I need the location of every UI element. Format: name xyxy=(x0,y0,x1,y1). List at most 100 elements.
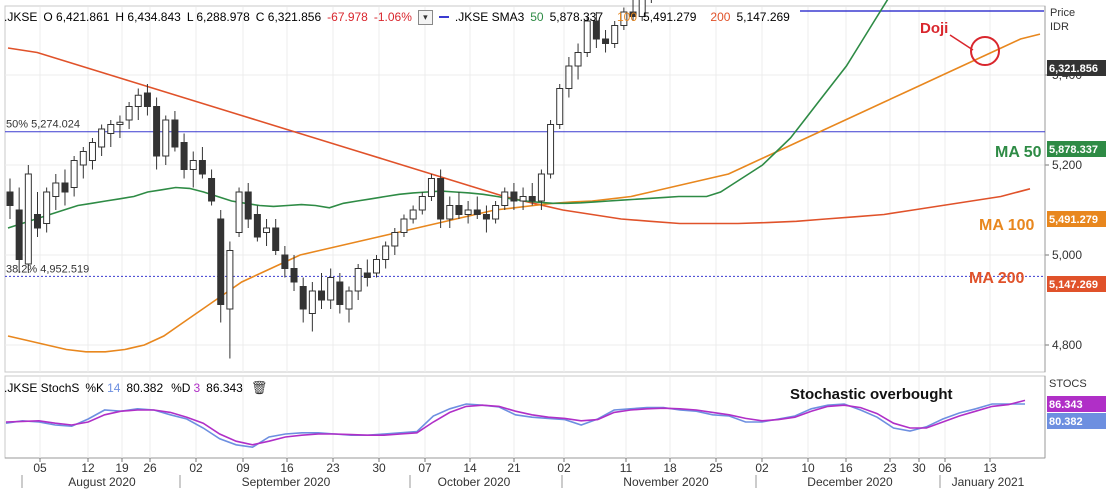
stoch-d-badge: 86.343 xyxy=(1049,399,1083,411)
candle-body xyxy=(427,178,435,197)
x-tick-label: 12 xyxy=(81,461,95,475)
month-label: November 2020 xyxy=(623,475,709,489)
candle-body xyxy=(363,272,371,278)
candle-body xyxy=(171,119,179,148)
candle-body xyxy=(79,151,87,166)
stoch-annotation: Stochastic overbought xyxy=(790,386,953,403)
ma100-badge: 5,491.279 xyxy=(1049,214,1098,226)
stoch-k-badge: 80.382 xyxy=(1049,416,1083,428)
stoch-d-badge-bg xyxy=(1047,396,1106,412)
x-tick-label: 23 xyxy=(326,461,340,475)
high-value: H 6,434.843 xyxy=(115,10,181,24)
stoch-d-value: 86.343 xyxy=(206,381,243,395)
candle-body xyxy=(217,218,225,305)
candle-body xyxy=(24,173,32,265)
candle-body xyxy=(391,232,399,247)
stoch-k-value: 80.382 xyxy=(126,381,164,395)
close-value: C 6,321.856 xyxy=(255,10,322,24)
ma50-badge-bg xyxy=(1047,141,1106,157)
ma200-badge-bg xyxy=(1047,276,1106,292)
sma50-period: 50 xyxy=(530,10,544,24)
x-tick-label: 26 xyxy=(143,461,157,475)
doji-annotation: Doji xyxy=(920,20,948,37)
close-price-badge: 6,321.856 xyxy=(1049,63,1098,75)
candle-body xyxy=(244,191,252,220)
candle-body xyxy=(61,182,69,193)
price-axis-unit: IDR xyxy=(1050,21,1069,33)
candle-body xyxy=(638,0,646,17)
sma200-value: 5,147.269 xyxy=(736,10,790,24)
stoch-k-label: %K xyxy=(85,381,105,395)
month-label: December 2020 xyxy=(807,475,893,489)
candle-body xyxy=(565,65,573,89)
candle-body xyxy=(446,205,454,220)
ma100-annotation: MA 100 xyxy=(979,217,1035,234)
candle-body xyxy=(272,227,280,251)
candle-body xyxy=(327,277,335,301)
candle-body xyxy=(409,209,417,220)
candle-body xyxy=(281,254,289,269)
candle-body xyxy=(189,160,197,170)
candle-body xyxy=(235,191,243,233)
candle-body xyxy=(226,250,234,310)
change-pct-value: -1.06% xyxy=(373,10,412,24)
trash-icon[interactable]: 🗑 xyxy=(250,380,268,395)
candle-body xyxy=(116,121,124,125)
candle-body xyxy=(501,191,509,206)
candle-body xyxy=(198,160,206,175)
x-tick-label: 30 xyxy=(912,461,926,475)
candle-body xyxy=(464,209,472,215)
candle-body xyxy=(153,106,161,157)
x-tick-label: 02 xyxy=(557,461,571,475)
x-tick-label: 02 xyxy=(755,461,769,475)
ma200-annotation: MA 200 xyxy=(969,270,1025,287)
price-header: .JKSE O 6,421.861 H 6,434.843 L 6,288.97… xyxy=(4,6,796,28)
y-tick-label: 5,200 xyxy=(1052,158,1082,172)
candle-body xyxy=(492,205,500,220)
month-label: August 2020 xyxy=(68,475,136,489)
candle-body xyxy=(208,178,216,202)
candle-body xyxy=(556,88,564,125)
stoch-k-badge-bg xyxy=(1047,413,1106,429)
x-tick-label: 25 xyxy=(709,461,723,475)
candle-body xyxy=(400,218,408,233)
candle-body xyxy=(125,106,133,121)
stoch-axis-title: STOCS xyxy=(1049,378,1087,390)
candle-body xyxy=(382,245,390,260)
x-tick-label: 19 xyxy=(115,461,129,475)
candle-body xyxy=(52,182,60,197)
x-tick-label: 18 xyxy=(663,461,677,475)
ma100-line xyxy=(7,33,1041,353)
ma200-badge: 5,147.269 xyxy=(1049,279,1098,291)
price-axis-title: Price xyxy=(1050,7,1075,19)
sma-label: .JKSE SMA3 xyxy=(454,10,525,24)
stoch-k-line xyxy=(5,403,1025,449)
change-value: -67.978 xyxy=(327,10,368,24)
candle-body xyxy=(134,94,142,107)
x-tick-label: 14 xyxy=(463,461,477,475)
candle-body xyxy=(345,290,353,310)
sma100-value: 5,491.279 xyxy=(643,10,697,24)
x-tick-label: 16 xyxy=(839,461,853,475)
fib-level-label: 38.2% 4,952.519 xyxy=(6,263,89,275)
chevron-down-icon[interactable]: ▾ xyxy=(417,9,433,25)
candle-body xyxy=(308,290,316,314)
candle-body xyxy=(253,214,261,238)
candle-body xyxy=(528,196,536,202)
x-tick-label: 21 xyxy=(507,461,521,475)
candle-body xyxy=(629,11,637,17)
candle-body xyxy=(43,191,51,224)
candle-body xyxy=(592,20,600,40)
candle-body xyxy=(143,92,151,107)
x-tick-label: 07 xyxy=(418,461,432,475)
candle-body xyxy=(33,214,41,229)
candle-body xyxy=(537,173,545,202)
x-tick-label: 10 xyxy=(801,461,815,475)
candle-body xyxy=(510,191,518,202)
x-tick-label: 30 xyxy=(372,461,386,475)
y-tick-label: 4,800 xyxy=(1052,338,1082,352)
price-pane xyxy=(4,5,1046,373)
x-tick-label: 13 xyxy=(983,461,997,475)
x-tick-label: 02 xyxy=(189,461,203,475)
candle-body xyxy=(299,286,307,310)
